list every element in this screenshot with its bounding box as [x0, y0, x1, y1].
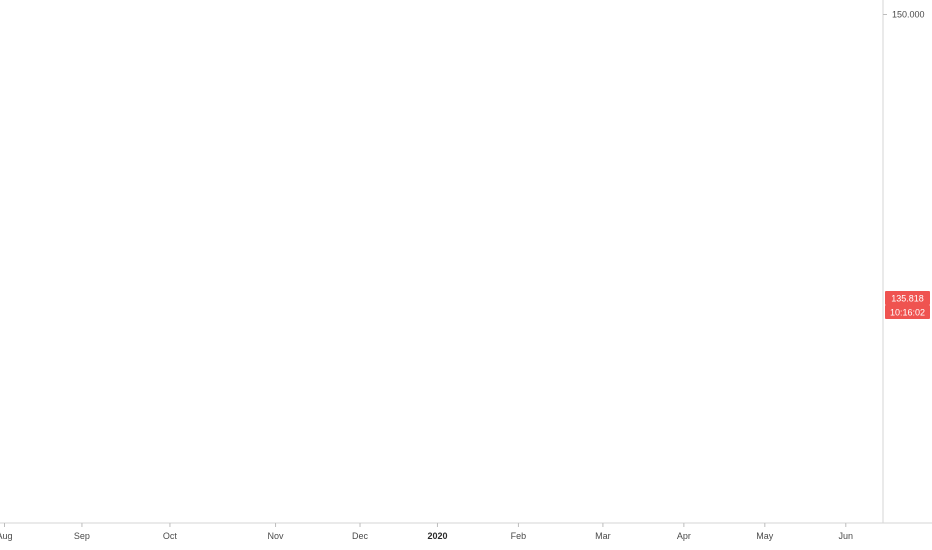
- current-price-label: 135.818: [891, 294, 924, 304]
- time-tick-label: Jun: [839, 531, 854, 541]
- price-tick-label: 150.000: [892, 10, 925, 20]
- price-axis[interactable]: 150.000148.000146.000144.000142.000140.0…: [883, 0, 925, 20]
- time-axis[interactable]: Aug Sep Oct Nov Dec 2020 Feb Mar Apr May Jun: [0, 523, 853, 541]
- price-tags: 135.818 10:16:02: [885, 291, 930, 319]
- countdown-tag: [885, 305, 930, 319]
- time-tick-label: Feb: [511, 531, 527, 541]
- countdown-label: 10:16:02: [890, 308, 925, 318]
- time-tick-label: May: [756, 531, 774, 541]
- time-tick-label: Oct: [163, 531, 178, 541]
- time-tick-label: Nov: [268, 531, 285, 541]
- time-tick-label: Sep: [74, 531, 90, 541]
- time-tick-label: Dec: [352, 531, 369, 541]
- time-tick-label: 2020: [427, 531, 447, 541]
- time-tick-label: Aug: [0, 531, 13, 541]
- current-price-tag: [885, 291, 930, 305]
- time-tick-label: Mar: [595, 531, 611, 541]
- time-tick-label: Apr: [677, 531, 691, 541]
